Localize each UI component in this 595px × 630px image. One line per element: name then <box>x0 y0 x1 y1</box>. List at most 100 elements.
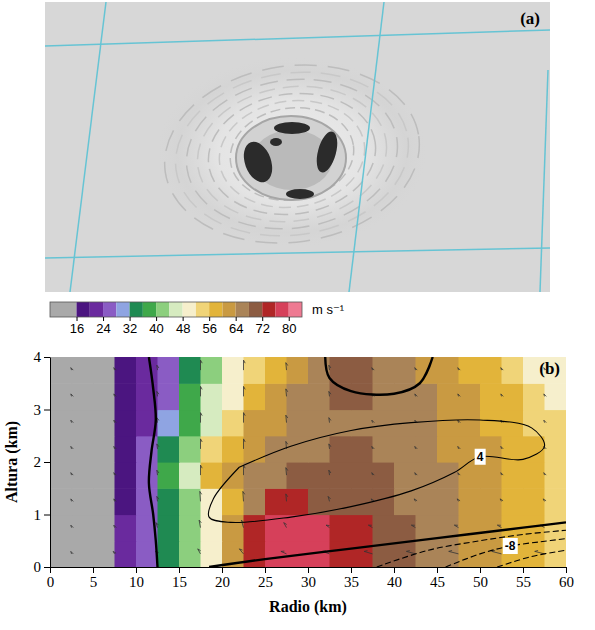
colorbar-segment <box>143 302 156 317</box>
cell <box>287 488 309 515</box>
tick-label: 40 <box>387 574 402 590</box>
tick-mark <box>308 567 309 573</box>
colorbar <box>50 302 302 317</box>
cell <box>351 357 373 384</box>
grid-line <box>45 248 550 258</box>
x-axis: 051015202530354045505560 <box>47 567 574 590</box>
colorbar-segment <box>196 302 209 317</box>
wind-vector <box>286 389 288 397</box>
cell <box>394 515 416 542</box>
cell <box>287 515 309 542</box>
cell <box>308 383 330 410</box>
tick: 35 <box>344 567 359 590</box>
tick-mark <box>222 567 223 573</box>
cell <box>244 541 266 567</box>
contour-labels: 4-8 <box>475 449 518 554</box>
cell <box>459 357 481 384</box>
cell <box>136 541 158 567</box>
cell <box>265 541 287 567</box>
cell <box>72 410 94 437</box>
label-patch <box>503 538 518 554</box>
tick-mark <box>44 567 50 568</box>
cell <box>222 515 244 542</box>
tick-label: 80 <box>282 321 296 336</box>
cell <box>373 357 395 384</box>
cell <box>523 383 545 410</box>
wind-vector <box>239 549 243 554</box>
wind-vector <box>201 360 203 370</box>
cell <box>480 357 502 384</box>
cell <box>351 383 373 410</box>
contour-line <box>377 530 566 567</box>
cell <box>287 462 309 489</box>
wind-vector <box>244 360 246 370</box>
wind-vector <box>157 391 159 396</box>
cell <box>459 541 481 567</box>
cell <box>115 515 137 542</box>
tick-label: 32 <box>123 321 137 336</box>
cell <box>201 436 223 463</box>
tick: 2 <box>34 454 51 470</box>
cell <box>115 383 137 410</box>
tick: 0 <box>47 567 55 590</box>
wind-vector <box>71 420 73 423</box>
cell <box>287 436 309 463</box>
cell <box>93 436 115 463</box>
tick-mark <box>566 567 567 573</box>
cell <box>93 488 115 515</box>
cell <box>244 436 266 463</box>
colorbar-segment <box>77 302 90 317</box>
tick-mark <box>44 515 50 516</box>
contour-label: -8 <box>505 539 516 553</box>
eye-shadow <box>239 138 278 186</box>
contour-line <box>209 522 566 567</box>
wind-vector <box>114 420 116 423</box>
colorbar-segment <box>289 302 302 317</box>
cell <box>93 383 115 410</box>
wind-vector <box>71 473 73 476</box>
tick-mark <box>136 567 137 573</box>
plot-area <box>50 357 566 567</box>
eye-shadow <box>270 138 282 146</box>
wind-vector <box>71 551 73 554</box>
cell <box>93 357 115 384</box>
cell <box>523 488 545 515</box>
cell <box>394 541 416 567</box>
cell <box>502 383 524 410</box>
tick-mark <box>44 410 50 411</box>
cell <box>115 541 137 567</box>
tick-label: 24 <box>96 321 110 336</box>
wind-vector <box>157 444 159 449</box>
grid-line <box>349 2 384 292</box>
wind-vector <box>364 551 372 554</box>
vectors <box>71 360 546 554</box>
cell <box>308 462 330 489</box>
wind-vector <box>114 394 116 397</box>
cell <box>158 383 180 410</box>
cell <box>459 462 481 489</box>
cell <box>480 541 502 567</box>
wind-vector <box>157 418 159 423</box>
cell <box>373 462 395 489</box>
wind-vector <box>241 520 243 528</box>
cell <box>115 357 137 384</box>
figure: (a)162432404856647280m s⁻¹4-805101520253… <box>0 0 595 630</box>
wind-vector <box>501 473 503 476</box>
cell <box>351 462 373 489</box>
cell <box>158 488 180 515</box>
cell <box>394 462 416 489</box>
wind-vector <box>114 499 116 502</box>
tick-mark <box>437 567 438 573</box>
cell <box>351 436 373 463</box>
tick: 56 <box>202 317 216 336</box>
cell <box>373 383 395 410</box>
wind-vector <box>458 394 460 397</box>
wind-vector <box>544 420 546 423</box>
cell <box>545 436 567 463</box>
wind-vector <box>286 468 288 476</box>
wind-vector <box>415 368 417 371</box>
wind-vector <box>284 523 287 528</box>
cell <box>179 357 201 384</box>
tick-label: 16 <box>70 321 84 336</box>
cell <box>416 488 438 515</box>
